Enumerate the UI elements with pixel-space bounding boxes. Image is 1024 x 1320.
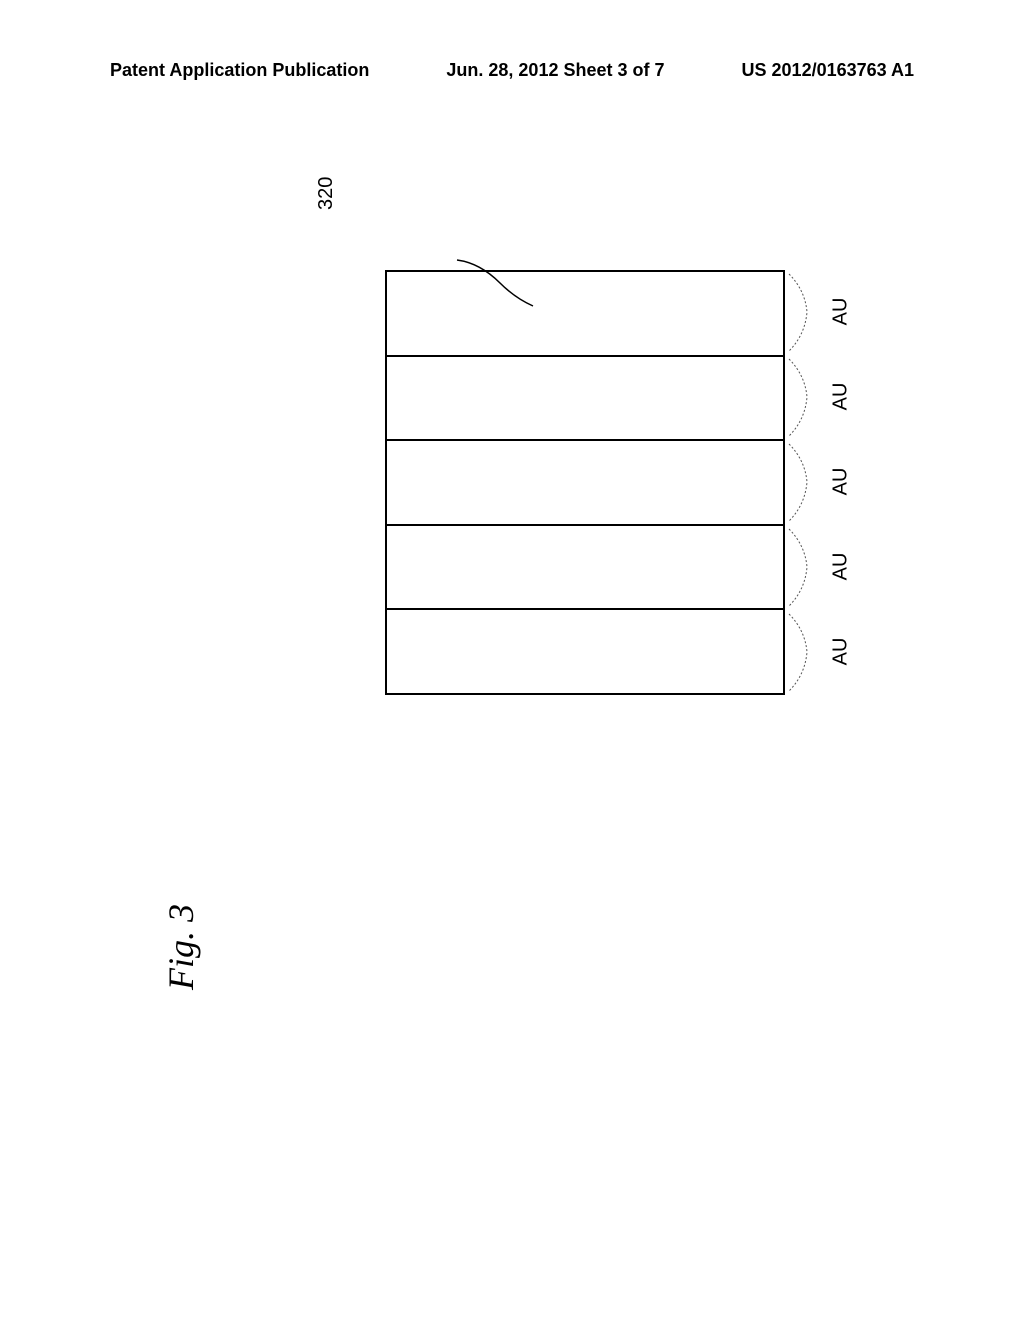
row xyxy=(387,610,783,693)
reference-number: 320 xyxy=(315,177,338,210)
diagram-container: 320 AU AU AU AU AU xyxy=(385,270,785,695)
row xyxy=(387,441,783,526)
au-label: AU xyxy=(830,383,853,411)
au-label: AU xyxy=(830,298,853,326)
row xyxy=(387,526,783,611)
header-left: Patent Application Publication xyxy=(110,60,369,81)
bracket-icon xyxy=(787,440,813,525)
row xyxy=(387,357,783,442)
au-label: AU xyxy=(830,468,853,496)
row xyxy=(387,272,783,357)
au-label: AU xyxy=(830,553,853,581)
bracket-icon xyxy=(787,525,813,610)
header-center: Jun. 28, 2012 Sheet 3 of 7 xyxy=(446,60,664,81)
box-grid xyxy=(385,270,785,695)
au-label: AU xyxy=(830,638,853,666)
bracket-icon xyxy=(787,355,813,440)
bracket-icon xyxy=(787,270,813,355)
bracket-icon xyxy=(787,610,813,695)
page-header: Patent Application Publication Jun. 28, … xyxy=(0,60,1024,81)
header-right: US 2012/0163763 A1 xyxy=(742,60,914,81)
figure-label: Fig. 3 xyxy=(160,904,202,990)
